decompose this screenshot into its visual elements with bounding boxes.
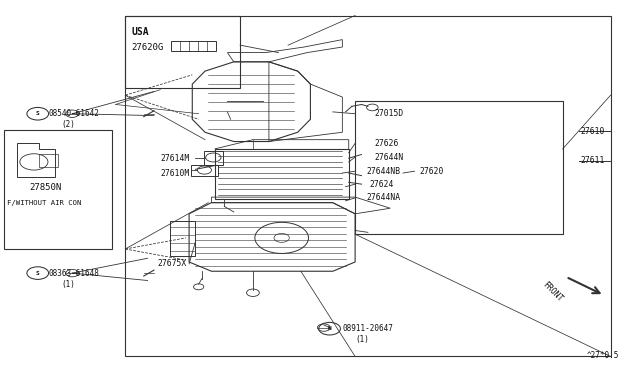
- Text: USA: USA: [132, 27, 149, 37]
- Text: N: N: [328, 326, 332, 331]
- Text: S: S: [36, 270, 40, 276]
- Text: 08363-61648: 08363-61648: [49, 269, 99, 278]
- Text: (1): (1): [355, 335, 369, 344]
- Text: 27644NB: 27644NB: [366, 167, 400, 176]
- Text: (2): (2): [61, 121, 76, 129]
- Text: 27644N: 27644N: [374, 153, 404, 161]
- Text: ^27*0.5: ^27*0.5: [587, 351, 620, 360]
- Text: 08540-61642: 08540-61642: [49, 109, 99, 118]
- Text: 27614M: 27614M: [161, 154, 189, 163]
- Text: FRONT: FRONT: [540, 280, 564, 304]
- Text: 27620: 27620: [419, 167, 444, 176]
- Text: F/WITHOUT AIR CON: F/WITHOUT AIR CON: [7, 200, 81, 206]
- Text: 27620G: 27620G: [132, 42, 164, 51]
- Text: 27850N: 27850N: [29, 183, 61, 192]
- Text: 27611: 27611: [580, 156, 605, 165]
- Text: S: S: [36, 111, 40, 116]
- Text: (1): (1): [61, 280, 76, 289]
- Text: 27015D: 27015D: [374, 109, 404, 118]
- Text: 27675X: 27675X: [157, 259, 186, 268]
- Text: 27624: 27624: [370, 180, 394, 189]
- Text: 27644NA: 27644NA: [366, 193, 400, 202]
- Text: 27610M: 27610M: [161, 169, 189, 177]
- Text: 27626: 27626: [374, 139, 399, 148]
- Text: 08911-20647: 08911-20647: [342, 324, 393, 333]
- Text: 27610: 27610: [580, 126, 605, 136]
